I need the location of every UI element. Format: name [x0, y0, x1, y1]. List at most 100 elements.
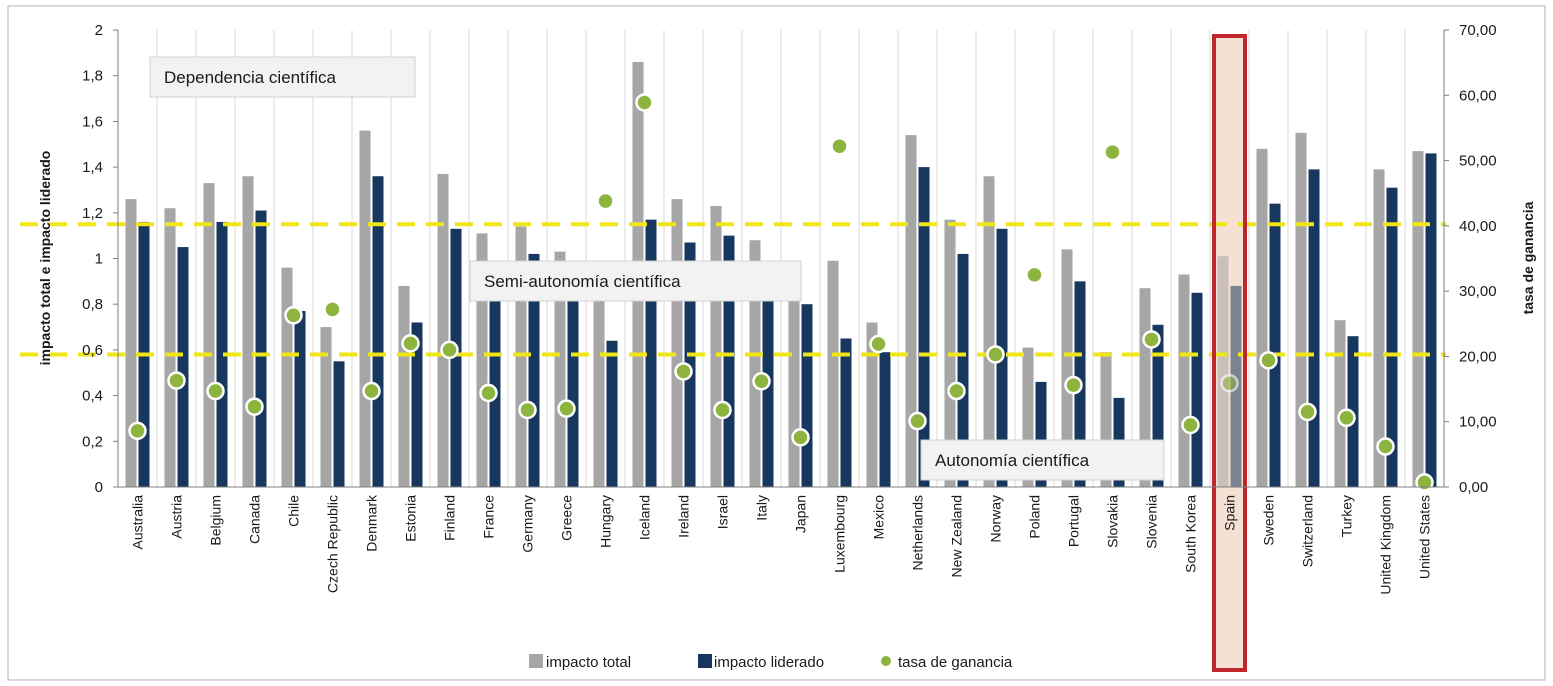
bar-impacto-total-italy: [749, 240, 761, 487]
point-tasa-sweden: [1259, 351, 1278, 370]
bar-impacto-liderado-united-kingdom: [1386, 187, 1398, 488]
category-label: Portugal: [1066, 495, 1082, 547]
point-tasa-poland: [1025, 265, 1044, 285]
left-tick-label: 1,8: [82, 68, 103, 85]
bar-impacto-total-portugal: [1061, 249, 1073, 487]
bar-impacto-total-mexico: [866, 322, 878, 487]
left-tick-label: 0,4: [82, 388, 103, 405]
bar-impacto-total-netherlands: [905, 135, 917, 488]
legend: impacto total impacto liderado tasa de gan…: [529, 654, 1013, 671]
category-label: New Zealand: [949, 495, 965, 578]
bar-impacto-total-slovenia: [1139, 288, 1151, 487]
bar-impacto-liderado-belgium: [216, 221, 228, 487]
point-tasa-united-states: [1415, 473, 1434, 492]
bar-impacto-total-poland: [1022, 347, 1034, 487]
bar-impacto-total-finland: [437, 173, 449, 487]
bar-impacto-total-france: [476, 233, 488, 487]
bar-impacto-liderado-israel: [723, 235, 735, 487]
bar-impacto-total-germany: [515, 226, 527, 487]
highlight-border-spain: [1212, 34, 1247, 672]
right-tick-label: 0,00: [1459, 479, 1488, 496]
legend-label-impacto-liderado: impacto liderado: [714, 654, 824, 671]
point-tasa-iceland: [635, 93, 654, 112]
point-tasa-ireland: [674, 362, 693, 381]
legend-swatch-impacto-liderado: [698, 654, 712, 668]
bar-impacto-liderado-canada: [255, 210, 267, 487]
point-tasa-japan: [791, 428, 810, 447]
bar-impacto-total-sweden: [1256, 148, 1268, 487]
category-label: Belgium: [208, 495, 224, 546]
point-tasa-south-korea: [1181, 415, 1200, 435]
category-label: Denmark: [364, 494, 380, 552]
bar-impacto-liderado-netherlands: [918, 167, 930, 487]
category-label: Israel: [715, 495, 731, 529]
point-tasa-finland: [440, 340, 459, 360]
category-label: Luxembourg: [832, 495, 848, 573]
bar-impacto-total-united-kingdom: [1373, 169, 1385, 487]
rate-points: [128, 93, 1434, 492]
category-label: Poland: [1027, 495, 1043, 539]
category-label: Slovakia: [1105, 495, 1121, 548]
point-tasa-austria: [167, 371, 186, 390]
category-label: Finland: [442, 495, 458, 541]
bar-impacto-liderado-estonia: [411, 322, 423, 487]
left-tick-label: 0,6: [82, 342, 103, 359]
left-tick-label: 1,6: [82, 113, 103, 130]
legend-swatch-impacto-total: [529, 654, 543, 668]
bar-impacto-liderado-chile: [294, 311, 306, 487]
category-label: Japan: [793, 495, 809, 533]
category-label: Estonia: [403, 495, 419, 542]
point-tasa-new-zealand: [947, 381, 966, 401]
bars: [125, 61, 1437, 488]
bar-impacto-total-united-states: [1412, 151, 1424, 488]
point-tasa-france: [479, 383, 498, 403]
bar-impacto-liderado-luxembourg: [840, 338, 852, 487]
bar-impacto-liderado-czech-republic: [333, 361, 345, 487]
point-tasa-greece: [557, 399, 576, 418]
left-tick-label: 1: [95, 251, 103, 268]
category-label: Ireland: [676, 495, 692, 538]
point-tasa-czech-republic: [323, 300, 342, 319]
right-tick-label: 60,00: [1459, 87, 1497, 104]
category-label: Hungary: [598, 495, 614, 548]
category-label: Greece: [559, 495, 575, 541]
bar-impacto-total-chile: [281, 267, 293, 487]
bar-impacto-liderado-mexico: [879, 352, 891, 487]
point-tasa-italy: [752, 371, 771, 391]
category-label: Sweden: [1261, 495, 1277, 546]
left-tick-label: 0,2: [82, 433, 103, 450]
bar-impacto-total-spain: [1217, 256, 1229, 487]
category-label: United States: [1417, 495, 1433, 579]
bar-impacto-total-australia: [125, 199, 137, 487]
annotation-box-1: [149, 56, 416, 98]
bar-impacto-total-luxembourg: [827, 260, 839, 487]
left-tick-label: 1,4: [82, 159, 103, 176]
point-tasa-chile: [284, 306, 303, 325]
annotation-label: Dependencia científica: [164, 68, 337, 87]
bar-impacto-total-greece: [554, 251, 566, 487]
annotation-box-2: [469, 260, 802, 302]
point-tasa-canada: [245, 397, 264, 416]
category-label: Switzerland: [1300, 495, 1316, 567]
bar-impacto-liderado-united-states: [1425, 153, 1437, 487]
bar-impacto-liderado-ireland: [684, 242, 696, 487]
left-tick-label: 0,8: [82, 296, 103, 313]
category-label: France: [481, 495, 497, 539]
bar-impacto-total-norway: [983, 176, 995, 488]
category-label: Germany: [520, 495, 536, 553]
legend-marker-tasa-de-ganancia: [881, 656, 891, 666]
right-tick-label: 50,00: [1459, 153, 1497, 170]
bar-impacto-total-israel: [710, 205, 722, 487]
legend-label-impacto-total: impacto total: [546, 654, 631, 671]
bar-impacto-total-japan: [788, 292, 800, 487]
annotation-box-3: [920, 439, 1165, 481]
point-tasa-denmark: [362, 381, 381, 401]
point-tasa-netherlands: [908, 411, 927, 431]
category-label: Slovenia: [1144, 495, 1160, 549]
bar-impacto-total-hungary: [593, 292, 605, 487]
bar-impacto-liderado-switzerland: [1308, 169, 1320, 487]
point-tasa-slovenia: [1142, 330, 1161, 349]
point-tasa-mexico: [869, 334, 888, 354]
